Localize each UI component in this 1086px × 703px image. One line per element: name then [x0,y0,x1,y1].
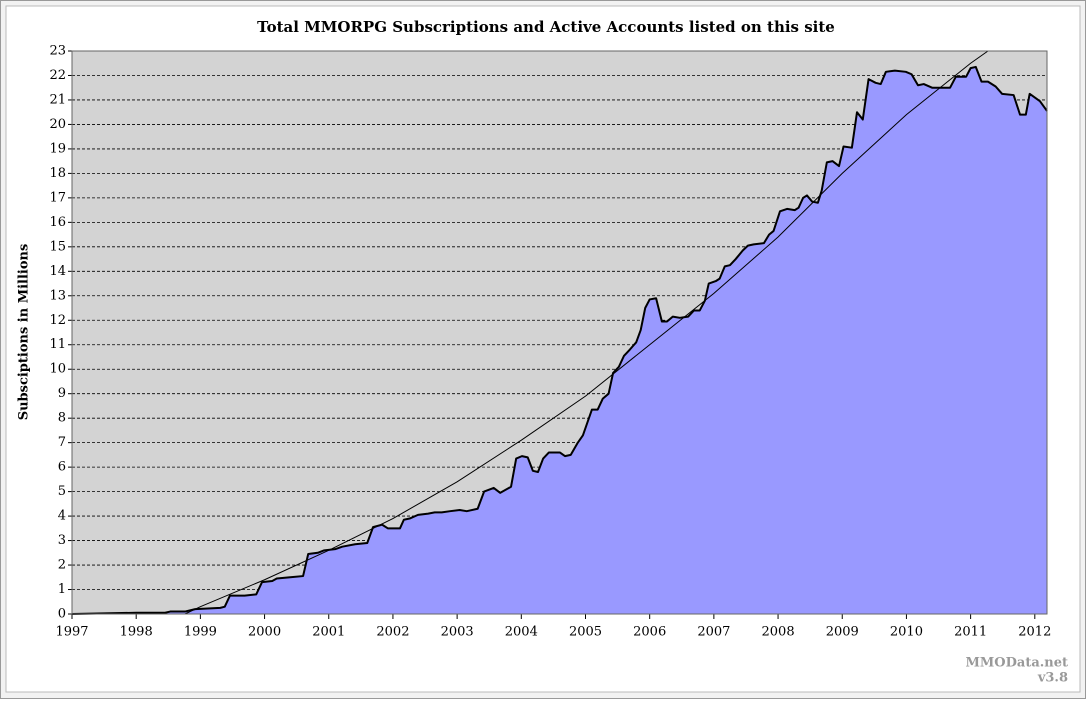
y-tick-label: 11 [49,337,66,352]
y-tick-label: 9 [58,386,66,401]
y-tick-label: 6 [58,460,66,475]
x-tick-label: 2001 [312,625,345,640]
plot-border [71,50,1048,615]
area [72,66,1047,614]
y-tick-label: 2 [58,558,66,573]
x-tick-label: 2006 [633,625,666,640]
trend-line [184,50,989,615]
y-tick-label: 3 [58,533,66,548]
y-tick-label: 10 [49,362,66,377]
y-axis-label: Subsciptions in Millions [17,244,32,421]
y-tick-label: 5 [58,484,66,499]
footer-version: v3.8 [1037,671,1068,686]
x-tick-label: 1997 [55,625,88,640]
y-tick-label: 1 [58,582,66,597]
area-line [71,65,1048,615]
x-tick-label: 2012 [1018,625,1051,640]
y-tick-label: 14 [49,264,66,279]
y-tick-label: 21 [49,92,66,107]
y-tick-label: 22 [49,68,66,83]
y-tick-label: 8 [58,411,66,426]
footer-site: MMOData.net [966,656,1068,671]
x-tick-label: 2002 [376,625,409,640]
y-tick-label: 18 [49,166,66,181]
y-tick-label: 20 [49,117,66,132]
y-tick-label: 19 [49,141,66,156]
y-tick-label: 17 [49,190,66,205]
x-tick-label: 2005 [569,625,602,640]
x-tick-label: 2000 [248,625,281,640]
y-tick-label: 0 [58,607,66,622]
x-tick-label: 2011 [954,625,987,640]
y-tick-label: 23 [49,44,66,59]
x-tick-label: 2008 [762,625,795,640]
x-tick-label: 2010 [890,625,923,640]
x-tick-label: 2003 [441,625,474,640]
y-tick-label: 16 [49,215,66,230]
x-tick-label: 1998 [120,625,153,640]
y-tick-label: 15 [49,239,66,254]
x-tick-label: 2009 [826,625,859,640]
y-tick-label: 13 [49,288,66,303]
y-tick-label: 7 [58,435,66,450]
y-tick-label: 12 [49,313,66,328]
x-tick-label: 1999 [184,625,217,640]
x-tick-label: 2007 [697,625,730,640]
x-tick-label: 2004 [505,625,538,640]
y-tick-label: 4 [58,509,66,524]
chart-title: Total MMORPG Subscriptions and Active Ac… [257,18,835,36]
